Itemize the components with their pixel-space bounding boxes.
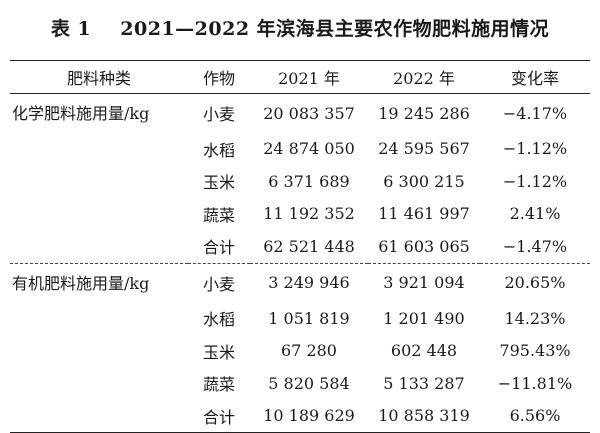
header-2022: 2022 年	[393, 69, 455, 88]
table-row: 蔬菜 5 820 584 5 133 287 −11.81%	[10, 367, 590, 400]
rate-cell: 20.65%	[504, 273, 566, 293]
rate-cell: −1.12%	[502, 139, 568, 159]
value-2021-cell: 20 083 357	[263, 103, 355, 123]
header-fertilizer-type: 肥料种类	[66, 69, 131, 88]
value-2021-cell: 5 820 584	[268, 373, 350, 393]
table-title: 表 1 2021—2022 年滨海县主要农作物肥料施用情况	[0, 14, 600, 41]
category-cell: 化学肥料施用量/kg	[12, 104, 150, 123]
table-row: 水稻 1 051 819 1 201 490 14.23%	[10, 302, 590, 335]
value-2022-cell: 61 603 065	[368, 230, 480, 264]
value-2022-cell: 1 201 490	[383, 308, 465, 328]
rate-cell: 2.41%	[509, 204, 561, 224]
table-number: 表 1	[50, 18, 92, 40]
header-crop: 作物	[202, 69, 235, 88]
table-header-row: 肥料种类 作物 2021 年 2022 年 变化率	[10, 60, 590, 94]
value-2022-cell: 602 448	[390, 341, 458, 361]
table-row: 化学肥料施用量/kg 小麦 20 083 357 19 245 286 −4.1…	[10, 94, 590, 133]
table-row: 合计 10 189 629 10 858 319 6.56%	[10, 399, 590, 433]
crop-cell: 玉米	[202, 342, 235, 362]
value-2022-cell: 19 245 286	[378, 103, 470, 123]
table-row: 蔬菜 11 192 352 11 461 997 2.41%	[10, 198, 590, 231]
rate-cell: −1.12%	[502, 171, 568, 191]
table-title-text: 2021—2022 年滨海县主要农作物肥料施用情况	[120, 18, 550, 40]
value-2021-cell: 10 189 629	[250, 399, 368, 433]
crop-cell: 蔬菜	[202, 375, 235, 395]
value-2021-cell: 67 280	[281, 341, 337, 361]
crop-cell: 玉米	[202, 173, 235, 193]
value-2021-cell: 3 249 946	[268, 273, 350, 293]
rate-cell: −1.47%	[480, 230, 590, 264]
rate-cell: −11.81%	[497, 373, 573, 393]
header-change-rate: 变化率	[510, 69, 559, 88]
value-2021-cell: 11 192 352	[263, 204, 355, 224]
value-2022-cell: 10 858 319	[368, 399, 480, 433]
value-2022-cell: 6 300 215	[383, 171, 465, 191]
value-2021-cell: 1 051 819	[268, 308, 350, 328]
table-row: 水稻 24 874 050 24 595 567 −1.12%	[10, 133, 590, 166]
value-2022-cell: 24 595 567	[378, 139, 470, 159]
crop-cell: 合计	[188, 399, 250, 433]
value-2022-cell: 5 133 287	[383, 373, 465, 393]
rate-cell: −4.17%	[502, 103, 568, 123]
crop-cell: 水稻	[202, 310, 235, 330]
crop-cell: 合计	[188, 230, 250, 264]
value-2021-cell: 62 521 448	[250, 230, 368, 264]
header-2021: 2021 年	[278, 69, 340, 88]
crop-cell: 小麦	[202, 105, 235, 125]
table-row: 合计 62 521 448 61 603 065 −1.47%	[10, 230, 590, 264]
crop-cell: 小麦	[202, 274, 235, 294]
value-2021-cell: 6 371 689	[268, 171, 350, 191]
value-2022-cell: 3 921 094	[383, 273, 465, 293]
rate-cell: 795.43%	[499, 341, 571, 361]
value-2022-cell: 11 461 997	[378, 204, 470, 224]
rate-cell: 6.56%	[480, 399, 590, 433]
table-row: 有机肥料施用量/kg 小麦 3 249 946 3 921 094 20.65%	[10, 263, 590, 302]
rate-cell: 14.23%	[504, 308, 566, 328]
value-2021-cell: 24 874 050	[263, 139, 355, 159]
crop-cell: 蔬菜	[202, 205, 235, 225]
table-row: 玉米 6 371 689 6 300 215 −1.12%	[10, 165, 590, 198]
category-cell: 有机肥料施用量/kg	[12, 273, 150, 293]
table-row: 玉米 67 280 602 448 795.43%	[10, 335, 590, 368]
crop-cell: 水稻	[202, 140, 235, 160]
fertilizer-table: 肥料种类 作物 2021 年 2022 年 变化率 化学肥料施用量/kg 小麦 …	[10, 60, 590, 433]
